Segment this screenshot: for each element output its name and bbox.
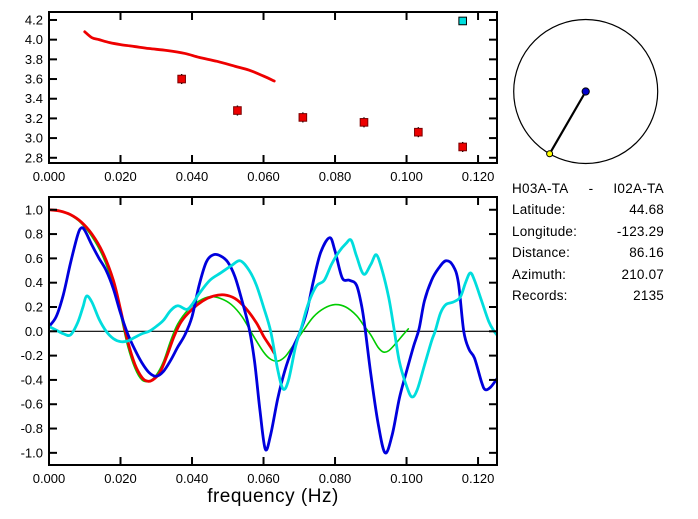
dispersion-plot: 0.000 0.020 0.040 0.060 0.080 0.100 0.120 2.8 3.…	[25, 11, 498, 184]
group-velocity-picks-marker	[359, 118, 369, 127]
y-tick-label: -0.8	[21, 421, 43, 436]
station-pair-title: H03A-TA - I02A-TA	[512, 181, 664, 196]
correlation-plot: 0.000 0.020 0.040 0.060 0.080 0.100 0.120 -1.0 -…	[21, 196, 498, 486]
azimuth-line	[548, 90, 587, 155]
y-tick-label: -0.4	[21, 372, 43, 387]
longitude-label: Longitude:	[512, 223, 578, 239]
dispersion-panel-frame	[48, 11, 498, 164]
x-axis-title: frequency (Hz)	[207, 486, 339, 507]
rejected-pick-marker	[458, 16, 467, 26]
group-velocity-picks-marker	[177, 74, 186, 84]
x-tick-label: 0.100	[390, 169, 423, 184]
x-tick-label: 0.020	[104, 471, 137, 486]
y-tick-label: 2.8	[25, 150, 43, 165]
y-tick-label: 0.2	[25, 299, 43, 314]
station2-label: I02A-TA	[613, 181, 664, 196]
x-tick-label: 0.080	[319, 471, 352, 486]
y-tick-label: -1.0	[21, 445, 43, 460]
y-tick-label: 4.0	[25, 32, 43, 47]
correlation-cyan	[49, 238, 497, 399]
station-info: H03A-TA - I02A-TA Latitude: 44.68 Longit…	[512, 181, 664, 307]
latitude-label: Latitude:	[512, 202, 566, 217]
reference-dispersion-curve	[83, 30, 276, 83]
azimuth-label: Azimuth:	[512, 266, 567, 282]
y-tick-label: -0.6	[21, 397, 43, 412]
x-tick-label: 0.080	[319, 169, 352, 184]
longitude-value: -123.29	[616, 223, 664, 239]
records-value: 2135	[633, 288, 664, 303]
y-tick-label: 0.4	[25, 275, 43, 290]
y-tick-label: 4.2	[25, 12, 43, 27]
info-row-latitude: Latitude: 44.68	[512, 199, 664, 221]
x-tick-label: 0.020	[104, 169, 137, 184]
dial-circle	[513, 18, 659, 165]
x-tick-label: 0.040	[176, 169, 209, 184]
x-tick-label: 0.100	[390, 471, 423, 486]
y-tick-label: 3.6	[25, 72, 43, 87]
info-row-records: Records: 2135	[512, 285, 664, 307]
x-tick-label: 0.060	[247, 471, 280, 486]
y-tick-label: -0.2	[21, 348, 43, 363]
station-separator: -	[588, 181, 594, 196]
azimuth-value: 210.07	[621, 266, 664, 282]
group-velocity-picks-marker	[414, 127, 423, 137]
x-tick-label: 0.120	[462, 169, 495, 184]
info-row-distance: Distance: 86.16	[512, 242, 664, 264]
correlation-panel-series	[49, 208, 497, 455]
group-velocity-picks-marker	[458, 142, 467, 152]
y-tick-label: 0.0	[25, 324, 43, 339]
y-tick-label: 3.0	[25, 131, 43, 146]
x-tick-label: 0.000	[33, 471, 66, 486]
info-row-azimuth: Azimuth: 210.07	[512, 264, 664, 286]
dispersion-panel-series	[83, 16, 467, 152]
distance-value: 86.16	[629, 245, 664, 260]
y-tick-label: 3.2	[25, 111, 43, 126]
y-tick-label: 3.8	[25, 52, 43, 67]
station2-dot	[546, 150, 554, 158]
y-tick-label: 1.0	[25, 202, 43, 217]
info-row-longitude: Longitude: -123.29	[512, 221, 664, 243]
station1-label: H03A-TA	[512, 181, 569, 196]
y-tick-label: 0.8	[25, 227, 43, 242]
distance-label: Distance:	[512, 245, 571, 260]
x-tick-label: 0.120	[462, 471, 495, 486]
azimuth-dial	[513, 18, 659, 165]
group-velocity-picks-marker	[298, 113, 308, 122]
correlation-blue	[49, 226, 497, 455]
y-tick-label: 3.4	[25, 91, 43, 106]
group-velocity-picks-marker	[233, 106, 242, 115]
x-tick-label: 0.060	[247, 169, 280, 184]
station1-dot	[581, 87, 590, 96]
x-tick-label: 0.000	[33, 169, 66, 184]
x-tick-label: 0.040	[176, 471, 209, 486]
y-tick-label: 0.6	[25, 251, 43, 266]
latitude-value: 44.68	[629, 202, 664, 217]
records-label: Records:	[512, 288, 568, 303]
